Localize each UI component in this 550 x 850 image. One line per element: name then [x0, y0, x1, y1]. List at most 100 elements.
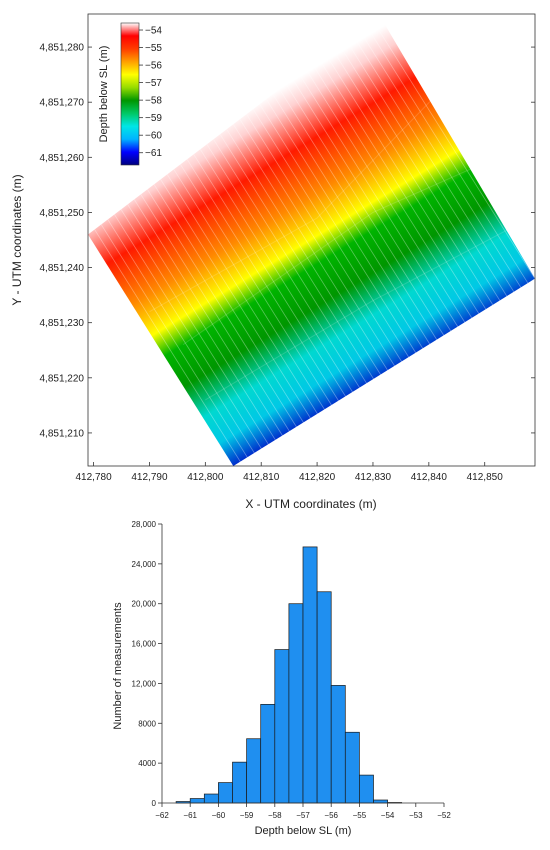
- track-line: [285, 83, 454, 351]
- histogram-x-tick-label: −57: [296, 811, 310, 820]
- track-line: [292, 78, 461, 346]
- histogram-x-tick-label: −52: [437, 811, 451, 820]
- map-x-tick-label: 412,780: [76, 472, 113, 483]
- map-x-tick-label: 412,850: [467, 472, 504, 483]
- track-line: [133, 199, 302, 466]
- track-line: [226, 129, 395, 396]
- colorbar-tick-label: −56: [145, 61, 162, 72]
- survey-track-lines: [94, 18, 535, 466]
- histogram-bar: [203, 793, 219, 804]
- colorbar-tick-label: −59: [145, 113, 162, 124]
- track-line: [272, 93, 441, 361]
- track-line: [265, 98, 434, 366]
- track-line: [127, 204, 293, 466]
- map-y-tick-label: 4,851,240: [40, 263, 85, 274]
- depth-contour: [149, 90, 441, 313]
- histogram-bar: [218, 782, 233, 804]
- colorbar-tick-label: −61: [145, 148, 162, 159]
- track-line: [351, 33, 520, 301]
- track-line: [252, 108, 421, 376]
- histogram-y-ticks: 0 4000 8000 12,000 16,000 20,000 24,000 28,000: [132, 520, 162, 808]
- track-line: [219, 134, 388, 401]
- map-y-tick-label: 4,851,210: [40, 428, 85, 439]
- histogram-y-tick-label: 24,000: [132, 560, 157, 569]
- map-x-tick-label: 412,790: [131, 472, 168, 483]
- depth-contour: [205, 214, 535, 401]
- histogram-x-tick-label: −56: [324, 811, 338, 820]
- track-line: [100, 224, 254, 466]
- depth-contour: [272, 278, 535, 466]
- track-line: [246, 113, 414, 381]
- histogram-bar: [330, 685, 346, 804]
- track-line: [114, 214, 273, 466]
- histogram-x-tick-label: −62: [155, 811, 169, 820]
- track-line: [318, 58, 487, 326]
- depth-contour: [88, 24, 374, 208]
- histogram-bar: [316, 591, 332, 804]
- colorbar-tick-label: −58: [145, 96, 162, 107]
- histogram-bar: [344, 731, 360, 804]
- histogram-bar: [288, 603, 304, 804]
- map-x-tick-label: 412,820: [299, 472, 336, 483]
- map-y-tick-label: 4,851,260: [40, 153, 85, 164]
- track-line: [206, 144, 375, 411]
- map-y-tick-label: 4,851,230: [40, 318, 85, 329]
- histogram-x-ticks: −62 −61 −60 −59 −58 −57 −56 −55 −54 −53 −52: [155, 803, 451, 820]
- map-plot-area: [88, 14, 535, 466]
- histogram-x-tick-label: −58: [268, 811, 282, 820]
- track-line: [166, 174, 335, 441]
- map-y-axis-label: Y - UTM coordinates (m): [10, 174, 24, 305]
- track-line: [364, 23, 533, 291]
- track-line: [312, 63, 480, 331]
- track-line: [371, 18, 535, 280]
- histogram-bar: [373, 799, 388, 804]
- track-line: [153, 184, 322, 451]
- histogram-y-tick-label: 4000: [138, 759, 156, 768]
- histogram-bars: [175, 546, 403, 804]
- track-line: [160, 179, 329, 446]
- map-frame: [87, 13, 536, 467]
- histogram-x-tick-label: −53: [409, 811, 423, 820]
- map-x-tick-label: 412,830: [355, 472, 392, 483]
- map-x-tick-label: 412,840: [411, 472, 448, 483]
- track-line: [173, 169, 342, 436]
- map-y-tick-label: 4,851,280: [40, 43, 85, 54]
- histogram-x-tick-label: −55: [353, 811, 367, 820]
- map-x-tick-label: 412,810: [243, 472, 280, 483]
- colorbar-tick-label: −55: [145, 43, 162, 54]
- histogram-bar: [274, 649, 290, 804]
- map-x-ticks: 412,780 412,790 412,800 412,810 412,820 412,8…: [76, 462, 504, 483]
- track-line: [107, 219, 264, 466]
- colorbar-tick-label: −57: [145, 78, 162, 89]
- map-x-axis-label: X - UTM coordinates (m): [245, 497, 376, 511]
- histogram-y-tick-label: 16,000: [132, 640, 157, 649]
- histogram-y-tick-label: 20,000: [132, 600, 157, 609]
- track-line: [193, 154, 362, 421]
- track-line: [147, 189, 315, 456]
- histogram-x-tick-label: −60: [212, 811, 226, 820]
- map-y-tick-label: 4,851,270: [40, 98, 85, 109]
- track-line: [199, 149, 368, 416]
- track-line: [325, 53, 494, 321]
- map-y-tick-label: 4,851,250: [40, 208, 85, 219]
- track-line: [94, 229, 244, 466]
- track-line: [140, 194, 309, 461]
- histogram-x-tick-label: −59: [240, 811, 254, 820]
- histogram-bar: [302, 546, 318, 804]
- histogram-y-tick-label: 28,000: [132, 520, 157, 529]
- track-line: [239, 118, 408, 386]
- track-line: [213, 139, 381, 406]
- depth-contour: [182, 162, 485, 346]
- map-y-tick-label: 4,851,220: [40, 373, 85, 384]
- colorbar-tick-label: −60: [145, 131, 162, 142]
- track-line: [338, 43, 507, 311]
- histogram-y-tick-label: 0: [152, 799, 157, 808]
- track-line: [305, 68, 474, 336]
- histogram-bar: [189, 798, 205, 804]
- map-x-tick-label: 412,800: [187, 472, 224, 483]
- track-line: [186, 159, 355, 426]
- map-panel: 412,780 412,790 412,800 412,810 412,820 412,8…: [10, 13, 536, 511]
- survey-area: [88, 14, 535, 466]
- colorbar-ticks: −54 −55 −56 −57 −58 −59 −60 −61: [139, 26, 162, 159]
